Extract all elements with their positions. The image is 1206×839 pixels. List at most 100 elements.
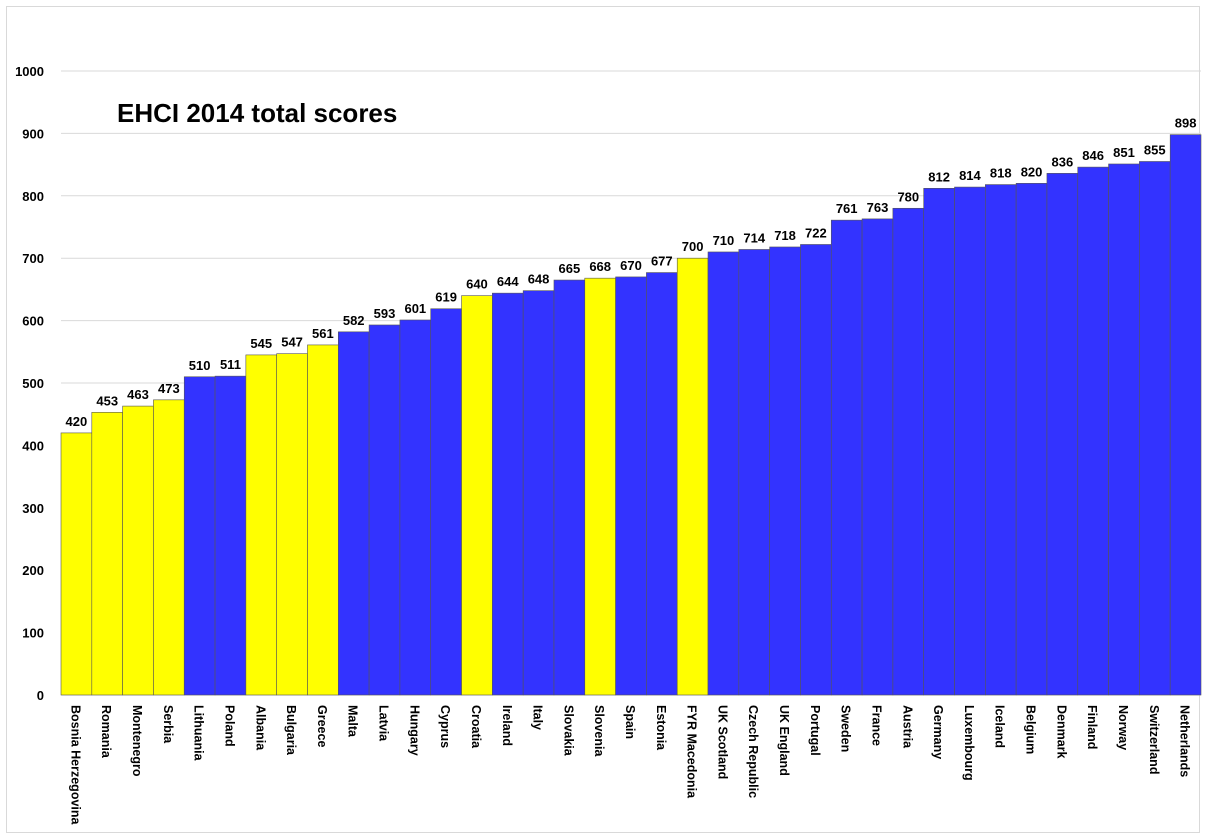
category-label: Croatia <box>469 705 483 749</box>
bar <box>1169 134 1202 696</box>
bar <box>646 272 678 696</box>
data-label: 722 <box>805 225 827 240</box>
data-label: 761 <box>836 201 858 216</box>
bar <box>245 354 277 696</box>
data-label: 846 <box>1082 148 1104 163</box>
y-tick-label: 600 <box>22 314 44 329</box>
data-label: 463 <box>127 387 149 402</box>
data-label: 714 <box>743 230 765 245</box>
category-label: Bosnia Herzegovina <box>68 705 82 826</box>
category-label: UK Scotland <box>715 705 729 779</box>
data-label: 644 <box>497 274 519 289</box>
x-axis: Bosnia Herzegovina Romania Montenegro Serbi… <box>68 705 1191 826</box>
bar <box>183 376 216 696</box>
category-label: Switzerland <box>1147 705 1161 774</box>
bar <box>307 344 339 696</box>
category-label: FYR Macedonia <box>685 705 699 799</box>
category-label: Poland <box>222 705 236 747</box>
bar <box>337 331 370 696</box>
bar <box>615 276 647 696</box>
bar <box>707 251 740 696</box>
bar <box>1015 183 1048 696</box>
category-label: Luxembourg <box>962 705 976 781</box>
bar <box>1108 163 1140 696</box>
y-tick-label: 0 <box>37 688 44 703</box>
bars <box>60 134 1202 696</box>
bar <box>1077 166 1109 696</box>
bar <box>676 257 709 696</box>
y-tick-label: 100 <box>22 626 44 641</box>
bar <box>1046 173 1079 696</box>
bar <box>800 244 832 696</box>
data-label: 677 <box>651 254 673 269</box>
data-label: 851 <box>1113 145 1135 160</box>
data-label: 710 <box>713 233 735 248</box>
category-label: Slovenia <box>592 705 606 757</box>
bar <box>954 186 986 696</box>
category-label: France <box>869 705 883 746</box>
y-tick-label: 800 <box>22 189 44 204</box>
data-label: 593 <box>374 306 396 321</box>
data-label: 547 <box>281 335 303 350</box>
category-label: UK England <box>777 705 791 776</box>
data-label: 855 <box>1144 142 1166 157</box>
category-label: Lithuania <box>192 705 206 762</box>
data-label: 510 <box>189 358 211 373</box>
category-label: Romania <box>99 705 113 759</box>
category-label: Slovakia <box>561 705 575 757</box>
data-label: 700 <box>682 239 704 254</box>
y-tick-label: 300 <box>22 501 44 516</box>
data-label: 511 <box>220 357 241 372</box>
bar <box>122 405 154 696</box>
category-label: Sweden <box>839 705 853 752</box>
data-label: 582 <box>343 313 365 328</box>
data-label: 561 <box>312 326 334 341</box>
y-tick-label: 900 <box>22 126 44 141</box>
category-label: Albania <box>253 705 267 751</box>
category-label: Belgium <box>1024 705 1038 754</box>
category-label: Hungary <box>407 705 421 756</box>
bar <box>60 432 93 696</box>
bar <box>1139 161 1171 696</box>
data-labels: 420 453 463 473 510 511 545 547 561 582 593 601 619 6… <box>66 116 1197 429</box>
bar <box>522 290 555 696</box>
data-label: 453 <box>96 393 118 408</box>
category-label: Austria <box>900 705 914 749</box>
category-label: Finland <box>1085 705 1099 749</box>
data-label: 545 <box>250 336 272 351</box>
bar <box>584 277 616 696</box>
bar <box>461 295 493 696</box>
data-label: 812 <box>928 169 950 184</box>
category-label: Serbia <box>161 705 175 744</box>
data-label: 898 <box>1175 116 1197 131</box>
category-label: Netherlands <box>1178 705 1192 777</box>
bar <box>276 353 308 696</box>
y-axis: 0 100 200 300 400 500 600 700 800 900 1000 <box>15 64 44 703</box>
data-label: 836 <box>1051 154 1073 169</box>
data-label: 420 <box>66 414 88 429</box>
data-label: 473 <box>158 381 180 396</box>
category-label: Greece <box>315 705 329 747</box>
bar <box>892 207 925 696</box>
bar <box>399 319 432 696</box>
category-label: Estonia <box>654 705 668 751</box>
category-label: Ireland <box>500 705 514 746</box>
category-label: Malta <box>346 705 360 738</box>
category-label: Portugal <box>808 705 822 756</box>
data-label: 814 <box>959 168 981 183</box>
bar <box>738 249 770 696</box>
bar <box>553 279 586 696</box>
category-label: Norway <box>1116 705 1130 750</box>
data-label: 668 <box>589 259 611 274</box>
bar <box>153 399 185 696</box>
bar <box>985 184 1017 696</box>
category-label: Iceland <box>993 705 1007 748</box>
y-tick-label: 700 <box>22 251 44 266</box>
data-label: 820 <box>1021 164 1043 179</box>
y-tick-label: 1000 <box>15 64 44 79</box>
data-label: 718 <box>774 228 796 243</box>
data-label: 780 <box>897 189 919 204</box>
data-label: 619 <box>435 290 457 305</box>
bar <box>430 308 462 696</box>
chart-title: EHCI 2014 total scores <box>117 98 397 128</box>
